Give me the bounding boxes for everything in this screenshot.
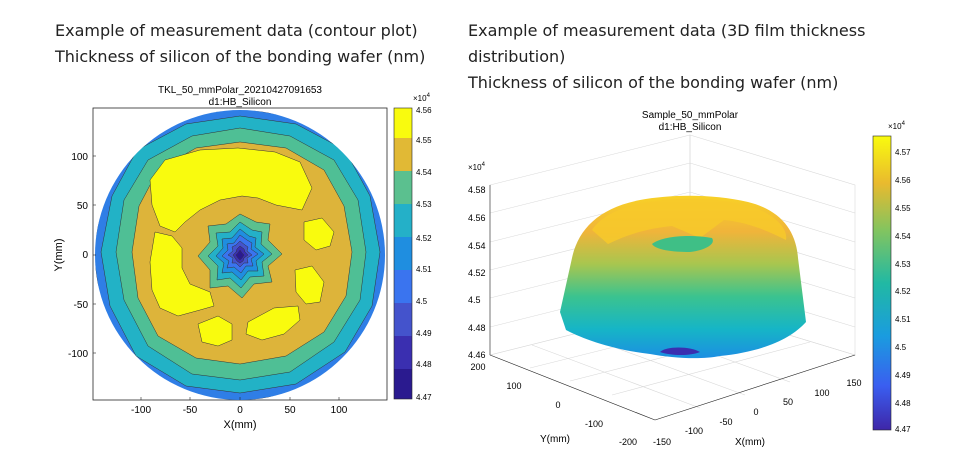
contour-ytick: -100	[68, 349, 88, 360]
surface-z-multiplier: ×104	[468, 162, 486, 172]
contour-high-region-south	[245, 305, 301, 341]
caption-right: Example of measurement data (3D film thi…	[468, 18, 868, 96]
contour-colorbar-tick: 4.48	[416, 360, 432, 369]
surface-axes-lines	[489, 185, 856, 421]
surface-ytick: 200	[470, 362, 485, 372]
contour-colorbar-tick: 4.51	[416, 265, 432, 274]
contour-ytick: 50	[77, 201, 89, 212]
surface-ytick: -200	[619, 437, 637, 447]
contour-y-axis: 100 50 0 -50 -100	[68, 152, 88, 360]
surface-xtick: -50	[719, 417, 732, 427]
caption-left-line-1: Example of measurement data (contour plo…	[55, 21, 418, 40]
surface-colorbar-tick: 4.55	[895, 204, 911, 213]
surface-ztick: 4.46	[468, 350, 486, 360]
contour-subtitle: d1:HB_Silicon	[209, 97, 272, 108]
surface-colorbar-tick: 4.56	[895, 176, 911, 185]
surface-colorbar-tick: 4.54	[895, 232, 911, 241]
surface-chart: Sample_50_mmPolar d1:HB_Silicon	[468, 110, 911, 448]
surface-ytick: 100	[506, 381, 521, 391]
surface-xtick: 150	[846, 378, 861, 388]
surface-colorbar-tick: 4.48	[895, 399, 911, 408]
contour-high-region-east-2	[294, 265, 325, 305]
surface-xtick: 50	[783, 397, 793, 407]
surface-dip-bottom	[660, 347, 700, 355]
contour-ytick: 0	[82, 250, 88, 261]
surface-colorbar-tick: 4.52	[895, 287, 911, 296]
surface-colorbar-tick: 4.51	[895, 315, 911, 324]
caption-right-line-3: Thickness of silicon of the bonding wafe…	[468, 73, 839, 92]
caption-left: Example of measurement data (contour plo…	[55, 18, 455, 70]
contour-colorbar-multiplier: ×104	[413, 93, 431, 103]
surface-xtick: 0	[753, 407, 758, 417]
contour-xtick: 50	[284, 405, 296, 416]
surface-ztick: 4.54	[468, 241, 486, 251]
surface-colorbar-tick: 4.47	[895, 425, 911, 434]
surface-xtick: -150	[653, 437, 671, 447]
surface-colorbar: ×104 4.57 4.56 4.55 4.54 4.53 4.52 4.51 …	[872, 121, 911, 434]
contour-ytick: 100	[71, 152, 88, 163]
contour-x-axis: -100 -50 0 50 100	[131, 405, 348, 416]
surface-ytick: 0	[555, 400, 560, 410]
surface-ztick: 4.58	[468, 185, 486, 195]
surface-xtick: 100	[814, 388, 829, 398]
contour-xtick: 100	[331, 405, 348, 416]
contour-chart: TKL_50_mmPolar_20210427091653 d1:HB_Sili…	[53, 85, 432, 431]
surface-subtitle: d1:HB_Silicon	[659, 122, 722, 133]
surface-colorbar-tick: 4.49	[895, 371, 911, 380]
surface-xtick: -100	[685, 426, 703, 436]
surface-ztick: 4.56	[468, 213, 486, 223]
surface-colorbar-tick: 4.5	[895, 343, 907, 352]
contour-colorbar-tick: 4.53	[416, 200, 432, 209]
surface-ylabel: Y(mm)	[540, 434, 570, 445]
contour-high-region-north	[149, 147, 313, 233]
surface-colorbar-tick: 4.57	[895, 148, 911, 157]
contour-high-region-east	[303, 217, 335, 251]
contour-title: TKL_50_mmPolar_20210427091653	[158, 85, 322, 96]
surface-center-dip	[652, 236, 713, 252]
contour-tick-marks	[93, 155, 340, 400]
contour-xlabel: X(mm)	[224, 419, 257, 431]
contour-colorbar-tick: 4.49	[416, 329, 432, 338]
contour-ytick: -50	[74, 300, 89, 311]
contour-high-region-southwest	[197, 315, 233, 347]
surface-ztick: 4.48	[468, 323, 486, 333]
contour-colorbar-tick: 4.54	[416, 168, 432, 177]
contour-colorbar-tick: 4.47	[416, 393, 432, 402]
surface-ztick: 4.52	[468, 268, 486, 278]
contour-colorbar: ×104 4.56 4.55 4.54 4.53 4.52 4.51 4.5 4…	[393, 93, 432, 402]
contour-xtick: -50	[183, 405, 198, 416]
surface-title: Sample_50_mmPolar	[642, 110, 739, 121]
contour-colorbar-tick: 4.5	[416, 297, 428, 306]
contour-colorbar-tick: 4.56	[416, 106, 432, 115]
surface-ztick: 4.5	[468, 295, 481, 305]
surface-xlabel: X(mm)	[735, 437, 765, 448]
surface-colorbar-tick: 4.53	[895, 260, 911, 269]
contour-ylabel: Y(mm)	[53, 239, 65, 272]
contour-high-region-west	[149, 231, 215, 317]
contour-dip-44700	[235, 249, 245, 261]
contour-colorbar-tick: 4.55	[416, 136, 432, 145]
contour-xtick: -100	[131, 405, 151, 416]
surface-colorbar-multiplier: ×104	[888, 121, 906, 131]
contour-colorbar-tick: 4.52	[416, 234, 432, 243]
surface-top	[592, 198, 787, 244]
caption-right-line-2: distribution)	[468, 47, 566, 66]
surface-ytick: -100	[585, 419, 603, 429]
caption-right-line-1: Example of measurement data (3D film thi…	[468, 21, 866, 40]
caption-left-line-2: Thickness of silicon of the bonding wafe…	[55, 47, 426, 66]
contour-xtick: 0	[237, 405, 243, 416]
